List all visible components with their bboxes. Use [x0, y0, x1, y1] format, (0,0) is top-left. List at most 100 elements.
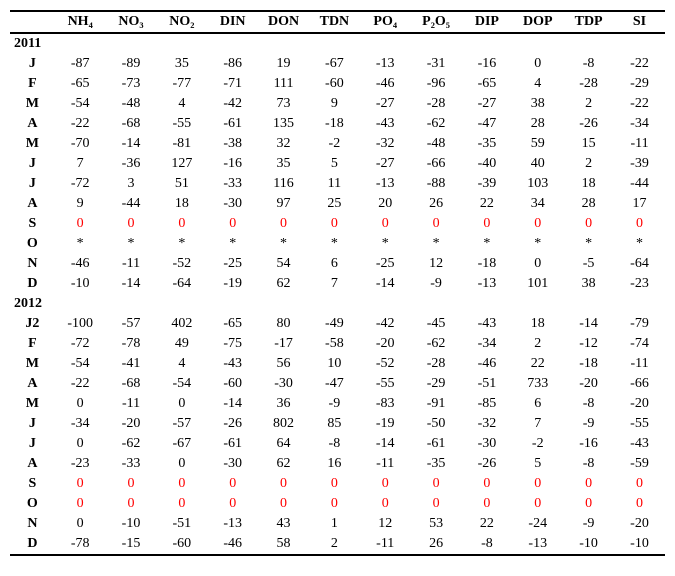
data-cell: -34: [462, 334, 513, 354]
row-label: J: [10, 174, 55, 194]
data-cell: -51: [156, 514, 207, 534]
data-cell: -9: [563, 414, 614, 434]
data-cell: -52: [360, 354, 411, 374]
table-row: J7-36127-16355-27-66-40402-39: [10, 154, 665, 174]
table-row: M-54-414-435610-52-28-4622-18-11: [10, 354, 665, 374]
data-cell: -9: [563, 514, 614, 534]
data-cell: -75: [207, 334, 258, 354]
data-cell: 0: [614, 214, 665, 234]
data-cell: -8: [563, 454, 614, 474]
data-cell: 0: [512, 494, 563, 514]
data-cell: 0: [614, 494, 665, 514]
data-cell: -79: [614, 314, 665, 334]
data-cell: -28: [411, 94, 462, 114]
data-cell: 73: [258, 94, 309, 114]
data-cell: 0: [258, 494, 309, 514]
data-cell: 51: [156, 174, 207, 194]
data-cell: 0: [55, 214, 106, 234]
data-cell: -15: [106, 534, 157, 555]
data-cell: -89: [106, 54, 157, 74]
data-cell: -48: [411, 134, 462, 154]
data-cell: -11: [614, 354, 665, 374]
data-cell: -34: [614, 114, 665, 134]
row-label: J: [10, 434, 55, 454]
row-label: O: [10, 494, 55, 514]
column-header: NO₂: [156, 11, 207, 33]
data-cell: -2: [309, 134, 360, 154]
row-label: D: [10, 274, 55, 294]
data-cell: -46: [360, 74, 411, 94]
data-cell: -46: [207, 534, 258, 555]
data-cell: -64: [614, 254, 665, 274]
data-cell: 0: [563, 474, 614, 494]
column-header: DIP: [462, 11, 513, 33]
data-cell: -30: [207, 194, 258, 214]
data-cell: -18: [462, 254, 513, 274]
data-cell: 0: [55, 514, 106, 534]
data-cell: *: [614, 234, 665, 254]
data-cell: -14: [360, 274, 411, 294]
data-cell: 0: [411, 474, 462, 494]
data-cell: 0: [207, 494, 258, 514]
data-cell: -64: [156, 274, 207, 294]
data-cell: -35: [462, 134, 513, 154]
row-label: F: [10, 74, 55, 94]
data-cell: -13: [360, 174, 411, 194]
data-cell: -19: [360, 414, 411, 434]
data-cell: -20: [614, 394, 665, 414]
table-row: O000000000000: [10, 494, 665, 514]
data-cell: 0: [614, 474, 665, 494]
table-row: M-54-484-42739-27-28-27382-22: [10, 94, 665, 114]
data-cell: -40: [462, 154, 513, 174]
table-row: A-23-330-306216-11-35-265-8-59: [10, 454, 665, 474]
data-cell: 0: [258, 214, 309, 234]
data-cell: 9: [309, 94, 360, 114]
data-cell: *: [309, 234, 360, 254]
data-cell: 0: [309, 494, 360, 514]
data-cell: -51: [462, 374, 513, 394]
data-cell: 85: [309, 414, 360, 434]
data-cell: -18: [309, 114, 360, 134]
data-cell: -83: [360, 394, 411, 414]
data-cell: -58: [309, 334, 360, 354]
row-label: N: [10, 254, 55, 274]
data-cell: -25: [360, 254, 411, 274]
data-cell: 0: [156, 454, 207, 474]
data-cell: -60: [309, 74, 360, 94]
data-cell: 22: [462, 194, 513, 214]
data-cell: 12: [360, 514, 411, 534]
data-cell: -8: [309, 434, 360, 454]
data-cell: 0: [106, 494, 157, 514]
data-cell: -73: [106, 74, 157, 94]
data-cell: -8: [563, 54, 614, 74]
data-cell: -33: [207, 174, 258, 194]
data-cell: 103: [512, 174, 563, 194]
data-cell: -42: [360, 314, 411, 334]
data-cell: 0: [156, 394, 207, 414]
data-cell: -30: [207, 454, 258, 474]
data-cell: -22: [55, 374, 106, 394]
data-cell: 7: [512, 414, 563, 434]
data-cell: 0: [156, 474, 207, 494]
data-cell: -43: [207, 354, 258, 374]
data-cell: 0: [106, 474, 157, 494]
data-cell: -29: [614, 74, 665, 94]
data-cell: -2: [512, 434, 563, 454]
table-row: M0-110-1436-9-83-91-856-8-20: [10, 394, 665, 414]
table-row: F-72-7849-75-17-58-20-62-342-12-74: [10, 334, 665, 354]
row-label: J2: [10, 314, 55, 334]
data-cell: -57: [106, 314, 157, 334]
data-cell: -38: [207, 134, 258, 154]
data-cell: -10: [614, 534, 665, 555]
data-cell: -88: [411, 174, 462, 194]
data-cell: 402: [156, 314, 207, 334]
data-cell: 0: [512, 254, 563, 274]
data-cell: -36: [106, 154, 157, 174]
row-label: A: [10, 194, 55, 214]
data-cell: 0: [106, 214, 157, 234]
data-cell: -65: [462, 74, 513, 94]
data-cell: 35: [258, 154, 309, 174]
data-cell: -48: [106, 94, 157, 114]
data-cell: -8: [462, 534, 513, 555]
data-cell: -77: [156, 74, 207, 94]
